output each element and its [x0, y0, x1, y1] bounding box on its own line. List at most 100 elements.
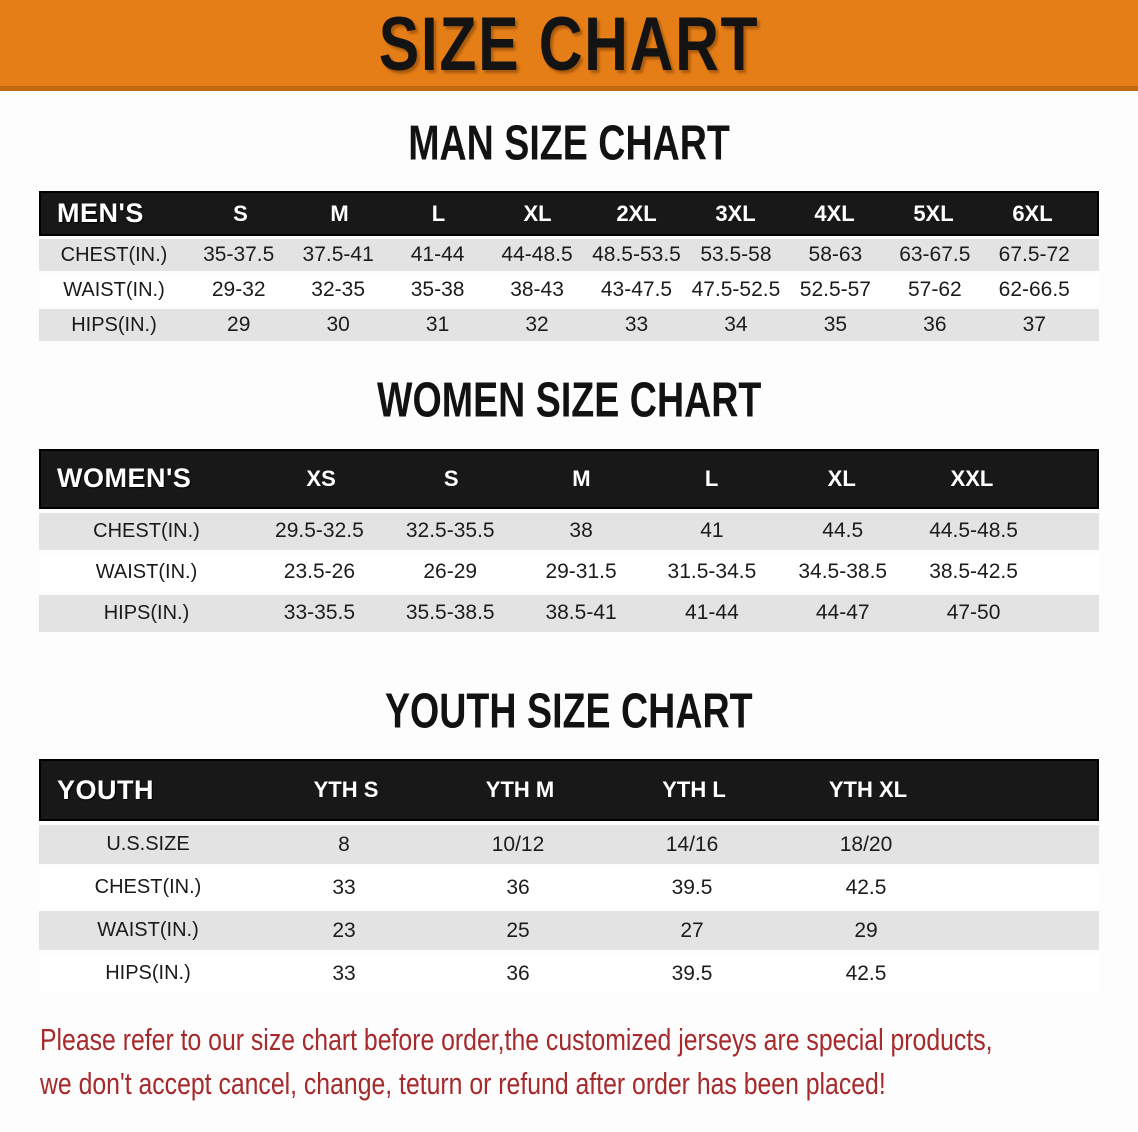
men-value-cell: 48.5-53.5: [592, 243, 681, 267]
youth-col-header-yth-l: YTH L: [662, 777, 726, 803]
men-value-cell: 29: [227, 313, 251, 337]
youth-size-table: YOUTH YTH S YTH M YTH L YTH XL U.S.SIZE 8 10/12…: [39, 759, 1099, 994]
men-value-cell: 35-38: [410, 278, 465, 302]
youth-header-row: YOUTH YTH S YTH M YTH L YTH XL: [39, 759, 1099, 822]
youth-value-cell: 14/16: [665, 832, 719, 856]
men-value-cell: 43-47.5: [600, 278, 673, 302]
youth-value-cell: 36: [506, 961, 530, 985]
youth-value-cell: 10/12: [491, 832, 545, 856]
disclaimer: Please refer to our size chart before or…: [40, 1018, 1138, 1107]
women-value-cell: 47-50: [946, 601, 1001, 625]
youth-value-cell: 27: [680, 918, 704, 942]
men-value-cell: 57-62: [907, 278, 962, 302]
men-value-cell: 32-35: [311, 278, 366, 302]
youth-row-label: HIPS(IN.): [105, 962, 191, 985]
men-row-label: WAIST(IN.): [63, 278, 165, 301]
women-col-header-xl: XL: [827, 465, 856, 491]
men-row-chest-in: CHEST(IN.) 35-37.5 37.5-41 41-44 44-48.5 48.5…: [39, 239, 1099, 272]
women-value-cell: 34.5-38.5: [798, 560, 888, 584]
women-table-title: WOMEN'S: [57, 463, 192, 494]
banner: SIZE CHART: [0, 0, 1138, 91]
women-section-heading: WOMEN SIZE CHART: [0, 372, 1138, 428]
women-value-cell: 33-35.5: [283, 601, 356, 625]
men-row-waist-in: WAIST(IN.) 29-32 32-35 35-38 38-43 43-47.5 47.…: [39, 274, 1099, 307]
men-value-cell: 67.5-72: [998, 243, 1070, 267]
women-value-cell: 44-47: [815, 601, 870, 625]
youth-row-label: WAIST(IN.): [97, 919, 199, 942]
youth-value-cell: 18/20: [839, 832, 893, 856]
men-value-cell: 35-37.5: [203, 243, 275, 267]
men-row-label: CHEST(IN.): [60, 243, 168, 266]
women-col-header-l: L: [704, 465, 719, 491]
women-value-cell: 35.5-38.5: [405, 601, 495, 625]
men-value-cell: 47.5-52.5: [691, 278, 781, 302]
youth-row-u-s-size: U.S.SIZE 8 10/12 14/16 18/20: [39, 825, 1099, 865]
men-col-header-6xl: 6XL: [1012, 200, 1053, 226]
women-col-header-s: S: [443, 465, 459, 491]
size-chart-page: SIZE CHART MAN SIZE CHART MEN'S S M L XL 2XL 3…: [0, 0, 1138, 1107]
women-value-cell: 38: [569, 519, 593, 543]
women-row-waist-in: WAIST(IN.) 23.5-26 26-29 29-31.5 31.5-34.5 34…: [39, 553, 1099, 591]
youth-value-cell: 39.5: [671, 875, 713, 899]
women-value-cell: 26-29: [423, 560, 478, 584]
youth-value-cell: 36: [506, 875, 530, 899]
women-row-label: CHEST(IN.): [93, 519, 200, 542]
men-value-cell: 34: [724, 313, 748, 337]
men-value-cell: 53.5-58: [700, 243, 772, 267]
youth-row-waist-in: WAIST(IN.) 23 25 27 29: [39, 911, 1099, 951]
men-header-row: MEN'S S M L XL 2XL 3XL 4XL 5XL 6XL: [39, 191, 1099, 237]
men-value-cell: 58-63: [808, 243, 863, 267]
men-value-cell: 38-43: [510, 278, 564, 302]
banner-title: SIZE CHART: [378, 0, 760, 86]
youth-row-label: CHEST(IN.): [94, 876, 202, 899]
men-value-cell: 62-66.5: [998, 278, 1070, 302]
men-section-heading: MAN SIZE CHART: [0, 114, 1138, 171]
women-col-header-m: M: [572, 465, 591, 491]
youth-row-hips-in: HIPS(IN.) 33 36 39.5 42.5: [39, 954, 1099, 994]
women-value-cell: 31.5-34.5: [667, 560, 757, 584]
men-value-cell: 31: [425, 313, 450, 337]
women-value-cell: 41: [700, 519, 724, 543]
men-value-cell: 30: [326, 313, 350, 337]
youth-value-cell: 42.5: [845, 961, 887, 985]
women-row-label: HIPS(IN.): [103, 601, 190, 624]
men-value-cell: 41-44: [410, 243, 465, 267]
women-value-cell: 44.5-48.5: [929, 519, 1018, 543]
youth-value-cell: 33: [332, 875, 356, 899]
youth-row-label: U.S.SIZE: [106, 833, 190, 856]
men-value-cell: 35: [823, 313, 848, 337]
youth-row-chest-in: CHEST(IN.) 33 36 39.5 42.5: [39, 868, 1099, 908]
women-header-row: WOMEN'S XS S M L XL XXL: [39, 448, 1099, 509]
youth-value-cell: 8: [338, 832, 350, 856]
women-section-heading-text: WOMEN SIZE CHART: [376, 372, 762, 428]
men-row-hips-in: HIPS(IN.) 29 30 31 32 33 34 35 36 37: [39, 309, 1099, 342]
men-col-header-2xl: 2XL: [616, 200, 657, 226]
youth-value-cell: 23: [332, 918, 356, 942]
women-value-cell: 23.5-26: [283, 560, 356, 584]
men-table-title: MEN'S: [57, 198, 144, 229]
men-col-header-m: M: [330, 200, 349, 226]
youth-value-cell: 29: [854, 918, 878, 942]
men-value-cell: 44-48.5: [501, 243, 573, 267]
men-section-heading-text: MAN SIZE CHART: [408, 114, 730, 171]
men-value-cell: 52.5-57: [799, 278, 871, 302]
men-col-header-xl: XL: [523, 200, 552, 226]
men-value-cell: 29-32: [211, 278, 266, 302]
youth-table-title: YOUTH: [57, 774, 154, 805]
youth-value-cell: 42.5: [845, 875, 887, 899]
youth-value-cell: 39.5: [671, 961, 713, 985]
women-row-hips-in: HIPS(IN.) 33-35.5 35.5-38.5 38.5-41 41-44 44-…: [39, 594, 1099, 632]
women-value-cell: 41-44: [685, 601, 739, 625]
men-row-label: HIPS(IN.): [71, 313, 157, 336]
men-col-header-5xl: 5XL: [913, 200, 954, 226]
women-value-cell: 38.5-42.5: [929, 560, 1018, 584]
women-col-header-xs: XS: [306, 465, 336, 491]
youth-col-header-yth-s: YTH S: [313, 777, 379, 803]
men-value-cell: 33: [624, 313, 649, 337]
men-col-header-4xl: 4XL: [814, 200, 855, 226]
disclaimer-line-2: we don't accept cancel, change, teturn o…: [40, 1066, 886, 1102]
men-value-cell: 37.5-41: [302, 243, 374, 267]
men-col-header-s: S: [233, 200, 248, 226]
youth-col-header-yth-m: YTH M: [485, 777, 555, 803]
men-value-cell: 32: [525, 313, 549, 337]
